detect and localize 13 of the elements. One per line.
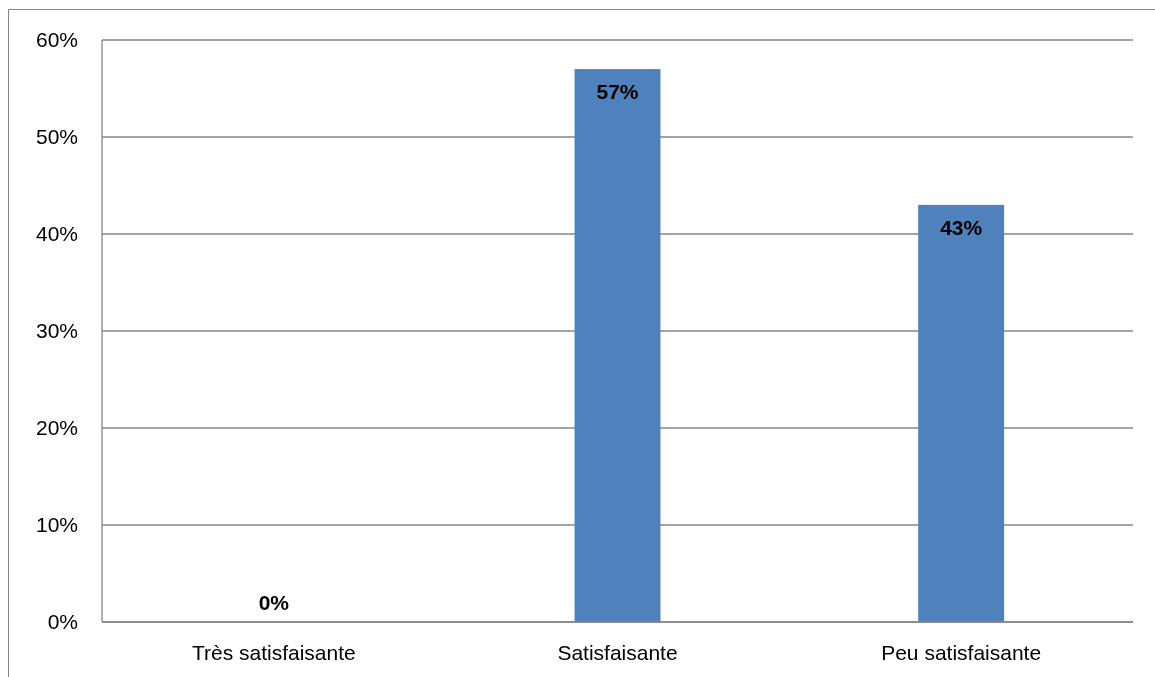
y-tick-label: 40% [35, 222, 78, 246]
data-label: 57% [596, 80, 639, 104]
x-tick-label: Satisfaisante [557, 641, 678, 664]
data-label: 43% [940, 215, 983, 239]
x-tick-label: Peu satisfaisante [881, 641, 1042, 664]
data-label: 0% [258, 591, 290, 614]
y-tick-label: 20% [35, 416, 78, 440]
x-tick-label: Très satisfaisante [191, 641, 356, 664]
y-tick-label: 0% [47, 610, 78, 634]
y-tick-label: 50% [35, 125, 78, 149]
y-tick-label: 10% [35, 513, 78, 537]
y-tick-label: 30% [35, 319, 78, 343]
y-tick-label: 60% [35, 28, 78, 52]
